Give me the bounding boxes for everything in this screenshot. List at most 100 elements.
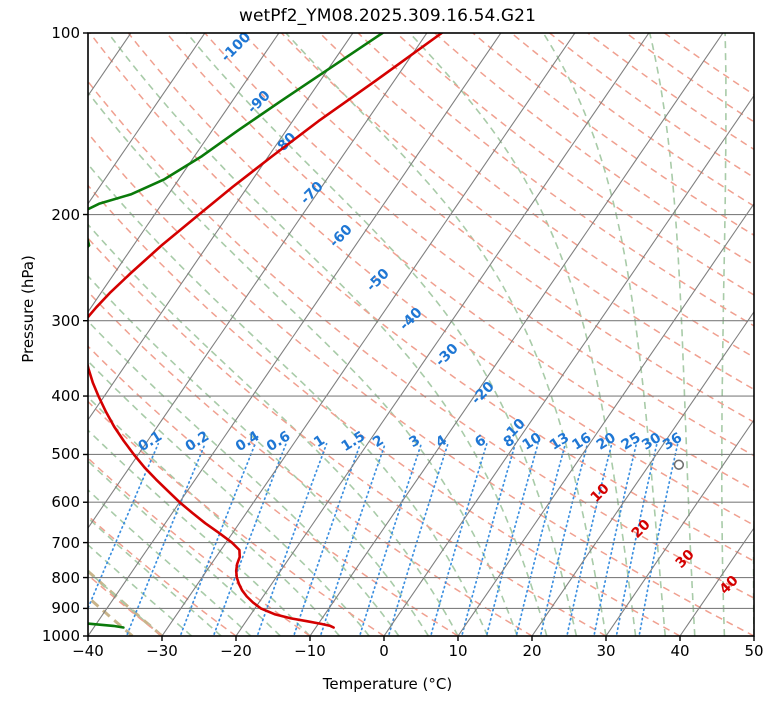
dry-adiabat-160	[434, 33, 754, 266]
moist-adiabat-50	[752, 479, 754, 636]
mixing-ratio-6	[429, 442, 488, 636]
y-ticklabel-800: 800	[51, 568, 80, 587]
isotherm--60	[88, 33, 354, 421]
dry-adiabat-80	[127, 33, 754, 527]
mixing-ratio-16	[539, 442, 589, 636]
dry-adiabat-0	[88, 400, 385, 636]
mixing-ratio-1	[256, 442, 328, 636]
axis-tick-marks	[83, 32, 755, 641]
parcel-marker	[673, 459, 685, 470]
moist-adiabat-6	[88, 274, 430, 636]
moist-adiabat-30	[284, 33, 607, 636]
dry-adiabat-150	[395, 33, 754, 296]
isotherm--100	[0, 33, 57, 636]
mixing-ratio-8	[460, 442, 517, 636]
x-axis-label: Temperature (°C)	[322, 675, 453, 693]
y-ticklabel-300: 300	[51, 311, 80, 330]
mixing-ratio-3	[358, 442, 423, 636]
mixing-ratio-13	[515, 442, 567, 636]
isotherm--80	[88, 33, 206, 205]
isotherm--40	[88, 33, 502, 636]
mixing-ratio-0.6	[212, 442, 287, 636]
isotherm--70	[88, 33, 280, 313]
x-ticklabel--40: −40	[72, 642, 104, 660]
mixing-ratio-1.5	[292, 442, 362, 636]
isotherm-20	[531, 310, 754, 636]
moist-adiabat--26	[88, 543, 193, 636]
x-ticklabel-50: 50	[744, 642, 764, 660]
dry-adiabat-70	[89, 33, 754, 562]
y-ticklabel-400: 400	[51, 387, 80, 406]
moist-adiabat-42	[648, 33, 696, 636]
isotherm-10	[457, 202, 754, 636]
dry-adiabat-120	[280, 33, 754, 391]
plot-background	[88, 33, 754, 636]
sounding-temperature-curve	[88, 33, 444, 629]
isotherm-30	[605, 418, 754, 636]
isotherm--20	[235, 33, 650, 636]
moist-adiabat-2	[88, 320, 400, 636]
moist-adiabat-lines	[88, 33, 754, 636]
mixing-ratio-0.2	[125, 442, 206, 636]
plot-border	[87, 32, 755, 637]
mixing-ratio-0.4	[179, 442, 256, 636]
moist-adiabat-14	[88, 162, 489, 636]
y-axis-ticklabels: 100 200 300 400 500 600 700 800 900 1000	[14, 0, 80, 708]
y-ticklabel-700: 700	[51, 533, 80, 552]
x-ticklabel-0: 0	[379, 642, 389, 660]
isobar-lines	[88, 33, 754, 636]
moist-adiabat-38	[542, 33, 666, 636]
mixing-ratio-20	[566, 442, 613, 636]
moist-adiabat--30	[88, 570, 163, 636]
moist-adiabat-18	[88, 91, 518, 636]
lcl-marker	[673, 459, 685, 470]
y-ticklabel-200: 200	[51, 205, 80, 224]
dry-adiabat-130	[319, 33, 754, 359]
x-ticklabel-40: 40	[670, 642, 690, 660]
isotherm-0	[383, 94, 754, 636]
x-ticklabel--30: −30	[146, 642, 178, 660]
isotherm--30	[161, 33, 576, 636]
dry-adiabat-50	[88, 132, 754, 636]
y-ticklabel-900: 900	[51, 599, 80, 618]
mixing-ratio-0.1	[88, 442, 160, 611]
moist-adiabat--22	[88, 516, 222, 636]
moist-adiabat-46	[720, 33, 727, 636]
x-ticklabel-10: 10	[448, 642, 468, 660]
y-ticklabel-1000: 1000	[41, 627, 80, 645]
dry-adiabat-110	[242, 33, 754, 424]
moist-adiabat--10	[88, 429, 311, 636]
mixing-ratio-25	[593, 442, 638, 636]
dry-adiabat--20	[88, 514, 237, 636]
dry-adiabat-20	[88, 290, 533, 636]
dry-adiabat-190	[549, 33, 754, 179]
isotherm-40	[679, 527, 754, 636]
x-ticklabel-30: 30	[596, 642, 616, 660]
y-ticklabel-100: 100	[51, 24, 80, 42]
sounding-curves	[88, 33, 444, 629]
moist-adiabat-26	[185, 33, 578, 636]
y-ticklabel-600: 600	[51, 493, 80, 512]
dry-adiabat-60	[88, 80, 754, 599]
moist-adiabat--18	[88, 489, 252, 636]
mixing-ratio-10	[485, 442, 539, 636]
chart-title: wetPf2_YM08.2025.309.16.54.G21	[238, 6, 537, 26]
dry-adiabat-lines	[88, 33, 754, 636]
dry-adiabat-90	[166, 33, 754, 491]
isotherm--50	[88, 33, 428, 529]
isotherm--10	[309, 33, 724, 636]
mixing-ratio-2	[319, 442, 386, 636]
moist-adiabat-22	[107, 33, 548, 636]
x-ticklabel-20: 20	[522, 642, 542, 660]
moist-adiabat--6	[88, 395, 341, 636]
mixing-ratio-36	[638, 442, 679, 636]
x-axis-ticklabels: −40 −30 −20 −10 0 10 20 30 40 50	[0, 642, 775, 668]
x-ticklabel--20: −20	[220, 642, 252, 660]
dry-adiabat-30	[88, 237, 607, 636]
moist-adiabat-34	[408, 33, 637, 636]
mixing-ratio-4	[387, 442, 449, 636]
isotherm-lines	[0, 33, 754, 636]
y-ticklabel-500: 500	[51, 445, 80, 464]
